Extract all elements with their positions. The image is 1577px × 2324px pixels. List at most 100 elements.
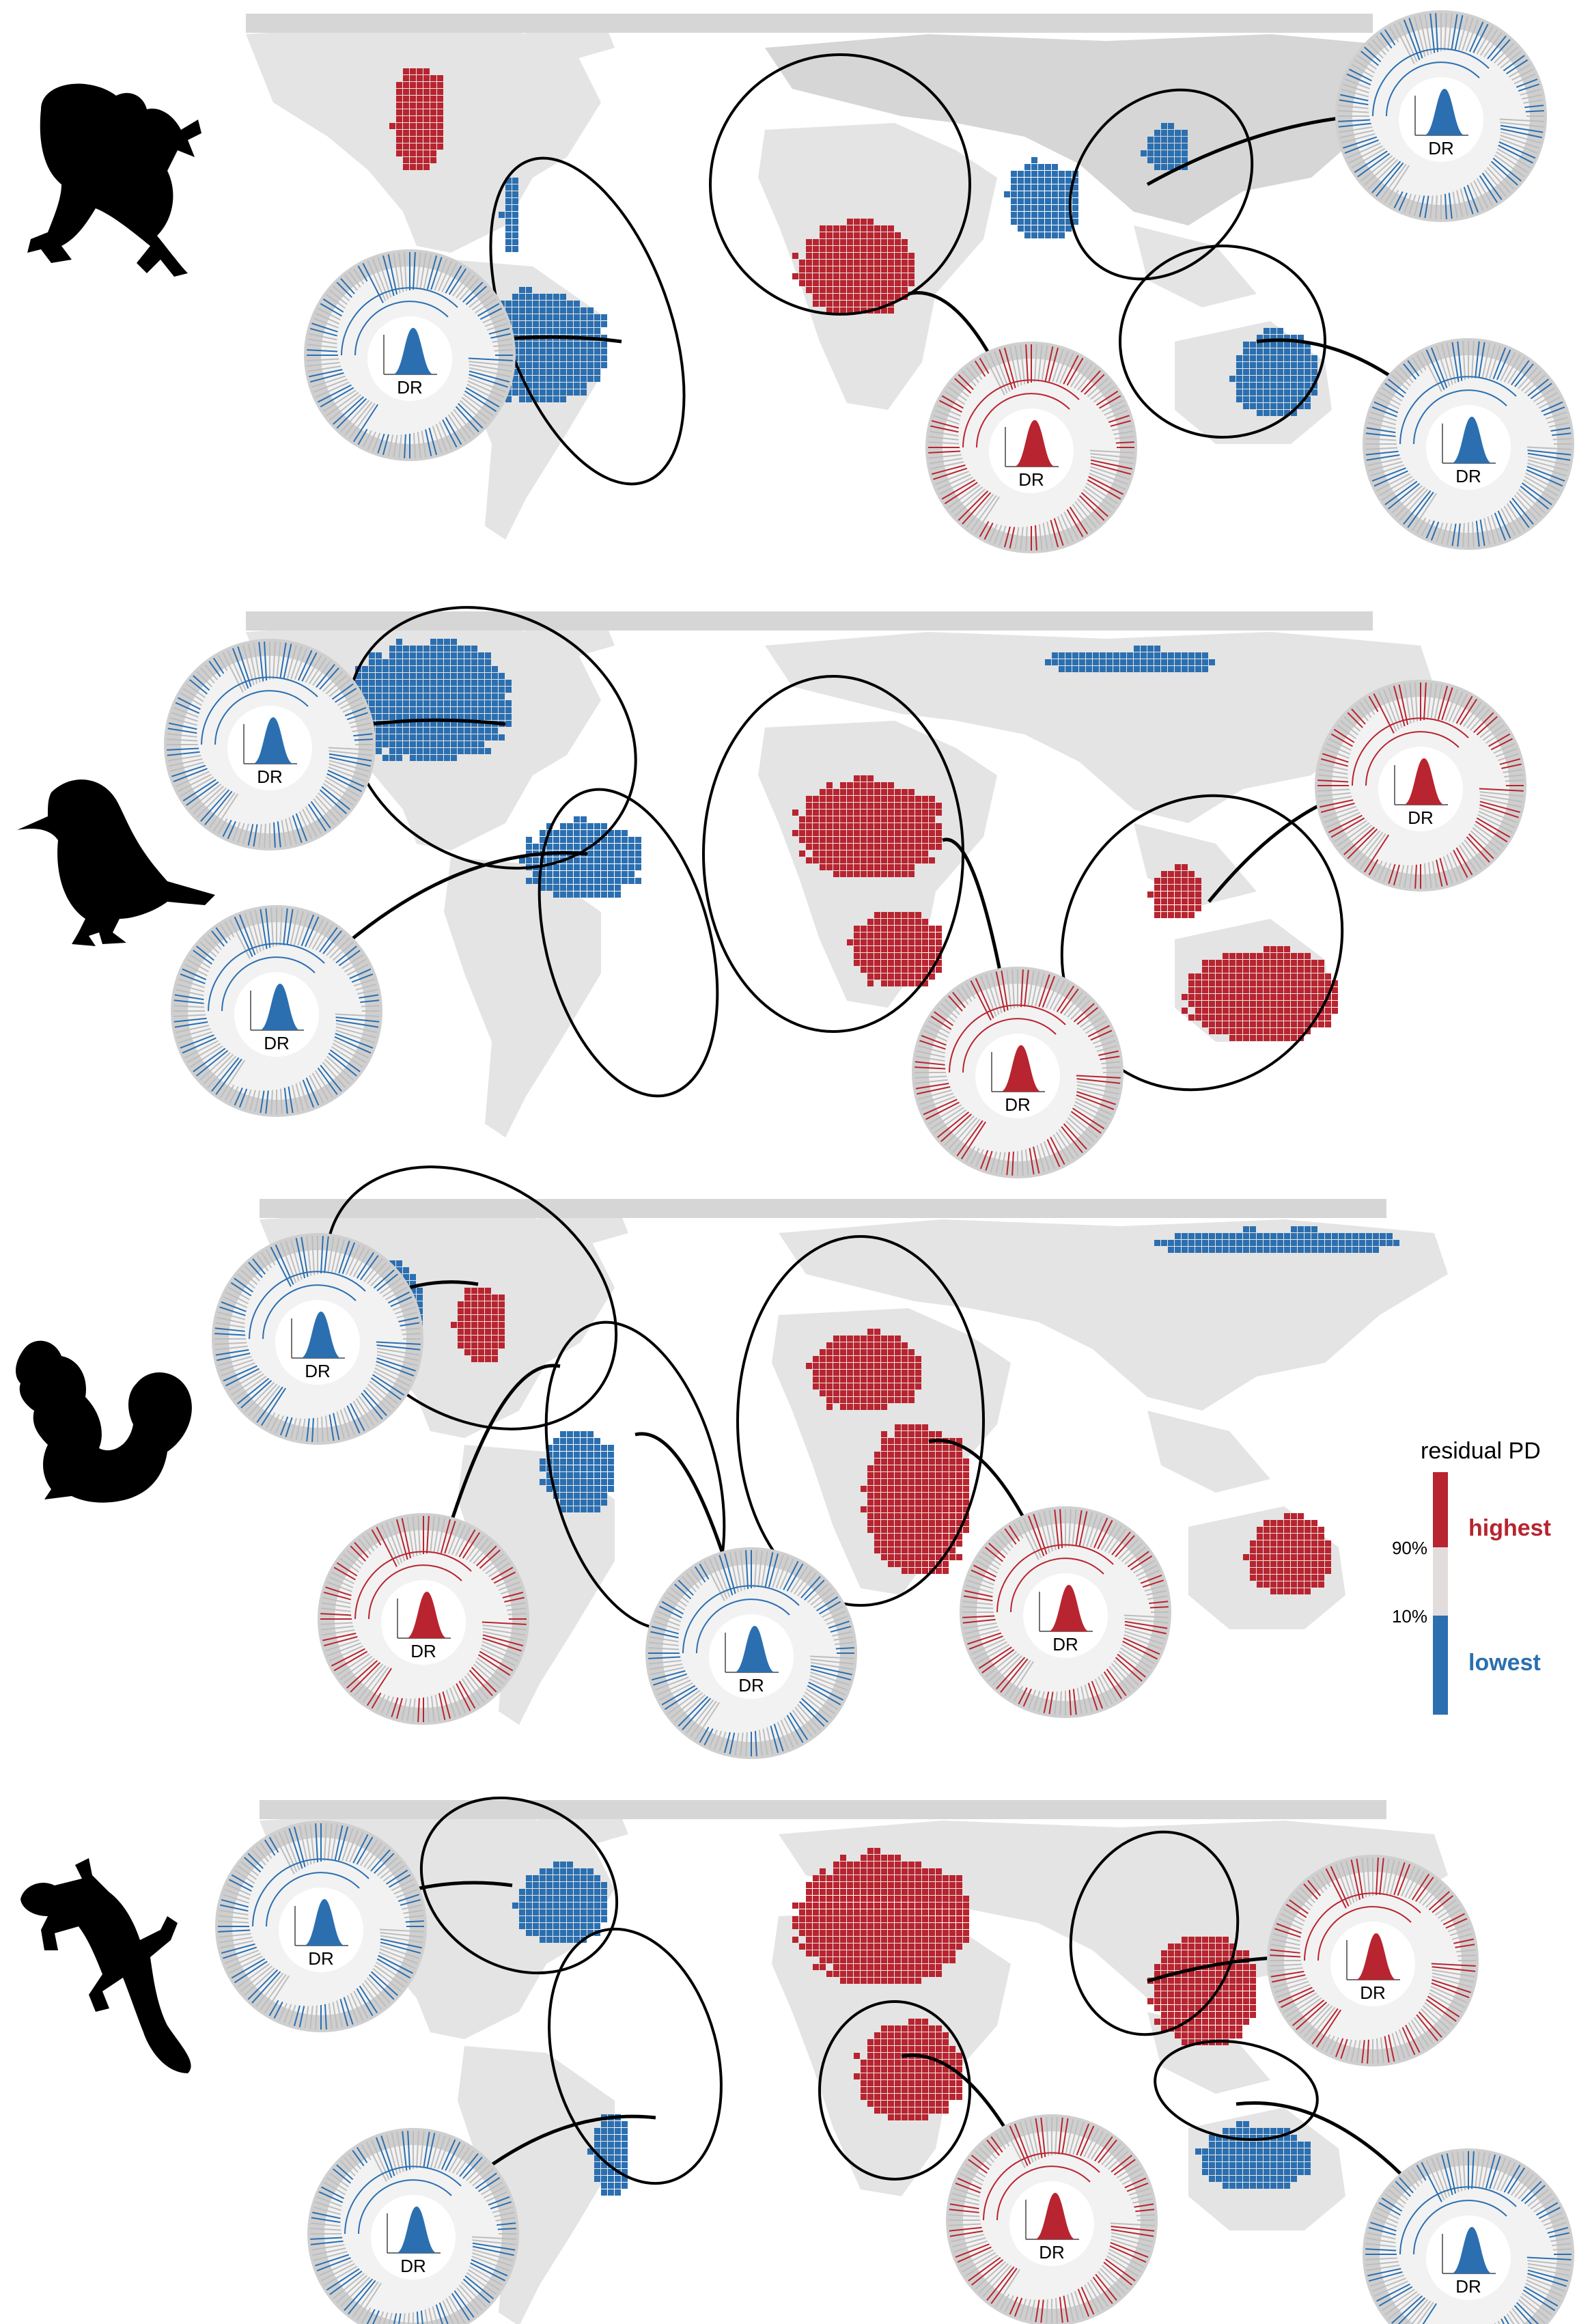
phylogeny-inset-squamates-north-america: DR: [215, 1821, 513, 2032]
dr-density: [1048, 1585, 1089, 1631]
tree-branch: [1352, 717, 1469, 786]
dr-label: DR: [400, 2256, 426, 2276]
taxon-silhouettes: [16, 83, 215, 2073]
phylogeny-inset-amphibians-australia: DR: [1256, 338, 1574, 550]
region-outline-2-2: [538, 788, 719, 1098]
residual-pd-patch-low: [499, 178, 518, 252]
frog-icon: [27, 83, 201, 277]
tree-branch: [949, 1004, 1066, 1073]
residual-pd-patch-low: [512, 1862, 607, 1943]
tree-branch: [249, 1271, 366, 1340]
tree-branch: [1372, 48, 1490, 117]
dr-density: [253, 717, 294, 764]
legend-bar-low: [1433, 1616, 1448, 1715]
tree-branch: [1399, 376, 1517, 445]
residual-pd-patch-low: [1141, 123, 1188, 170]
tree-tips: [218, 1823, 424, 2030]
dr-label: DR: [1052, 1634, 1078, 1655]
residual-pd-patch-high: [792, 775, 942, 877]
dr-label: DR: [397, 377, 423, 398]
dr-label: DR: [1408, 807, 1434, 828]
tree-tips: [1338, 13, 1544, 219]
tree-branch: [1304, 1892, 1421, 1961]
arctic-strip: [260, 1199, 1386, 1218]
bird-icon: [17, 779, 215, 946]
tree-branch: [354, 301, 449, 356]
phylogeny-inset-squamates-southeast-asia: DR: [1147, 1855, 1479, 2066]
residual-pd-patch-low: [587, 2114, 628, 2196]
dr-density: [1424, 89, 1465, 135]
dr-label: DR: [305, 1361, 331, 1381]
residual-pd-patch-low: [1229, 328, 1317, 416]
dr-density: [1001, 1045, 1042, 1092]
landmass-sa: [444, 857, 601, 1137]
tree-tips: [1365, 2151, 1572, 2324]
residual-pd-patch-high: [1243, 1513, 1331, 1594]
dr-label: DR: [1428, 138, 1454, 158]
tree-branch: [344, 2166, 462, 2235]
phylogeny-inset-amphibians-southern-africa: DR: [908, 291, 1137, 553]
landmass-sa: [458, 2046, 615, 2324]
tree-branch: [214, 690, 309, 745]
region-outline-4-4: [1069, 1830, 1240, 2036]
tree-tips: [962, 1509, 1169, 1715]
region-outline-4-2: [548, 1927, 723, 2185]
tree-branch: [354, 1551, 472, 1620]
dr-density: [304, 1899, 345, 1946]
tree-tips: [167, 641, 373, 848]
tree-tips: [307, 252, 513, 458]
map-panel-3: [260, 1199, 1448, 1725]
phylogeny-inset-birds-south-america: DR: [171, 851, 588, 1117]
dr-label: DR: [264, 1033, 290, 1053]
legend-10-label: 10%: [1392, 1606, 1427, 1627]
map-panel-2: [246, 611, 1434, 1137]
residual-pd-patch-low: [1004, 157, 1078, 238]
phylogeny-inset-birds-north-america: DR: [164, 639, 506, 850]
tree-tips: [1270, 1857, 1476, 2064]
tree-branch: [1413, 2200, 1507, 2255]
tree-branch: [368, 1564, 462, 1620]
residual-pd-patch-low: [341, 639, 512, 761]
residual-pd-patch-high: [451, 1288, 505, 1362]
dr-density: [406, 1592, 447, 1638]
tree-branch: [996, 1544, 1114, 1613]
tree-branch: [262, 1284, 357, 1340]
region-outline-1-4: [1119, 245, 1326, 439]
tree-branch: [1317, 1906, 1412, 1961]
residual-pd-patch-high: [847, 912, 942, 986]
tree-branch: [358, 2179, 452, 2235]
dr-label: DR: [257, 766, 283, 787]
region-outline-2-1: [346, 606, 637, 870]
dr-label: DR: [1039, 2242, 1065, 2263]
residual-pd-patch-high: [854, 2019, 962, 2120]
region-outline-1-2: [709, 53, 971, 316]
residual-pd-patch-high: [792, 1848, 969, 1984]
dr-density: [1035, 2193, 1076, 2239]
tree-tips: [310, 2131, 516, 2324]
tree-branch: [983, 2152, 1100, 2221]
region-outline-2-4: [1060, 794, 1344, 1092]
squirrel-icon: [16, 1340, 192, 1503]
tree-branch: [1010, 1558, 1104, 1613]
dr-label: DR: [308, 1948, 334, 1969]
arctic-strip: [260, 1800, 1386, 1819]
tree-tips: [648, 1550, 854, 1756]
tree-tips: [1365, 341, 1572, 547]
residual-pd-patch-high: [806, 1329, 921, 1410]
tree-branch: [976, 393, 1070, 448]
tree-branch: [962, 1018, 1057, 1073]
landmass-sea: [1147, 1411, 1270, 1493]
map-panel-1: [246, 14, 1434, 540]
residual-pd-patch-high: [389, 68, 443, 170]
dr-label: DR: [1455, 2276, 1481, 2297]
dr-density: [1356, 1933, 1397, 1980]
dr-label: DR: [1018, 469, 1044, 490]
world-maps: [246, 14, 1448, 2324]
phylogeny-inset-amphibians-south-america: DR: [304, 249, 622, 461]
phylogeny-inset-mammals-central-america: DR: [318, 1364, 561, 1725]
legend-title: residual PD: [1421, 1438, 1541, 1464]
tree-tips: [915, 969, 1121, 1176]
dr-density: [396, 2207, 437, 2253]
region-outline-4-3: [818, 2000, 971, 2181]
dr-density: [734, 1626, 775, 1672]
